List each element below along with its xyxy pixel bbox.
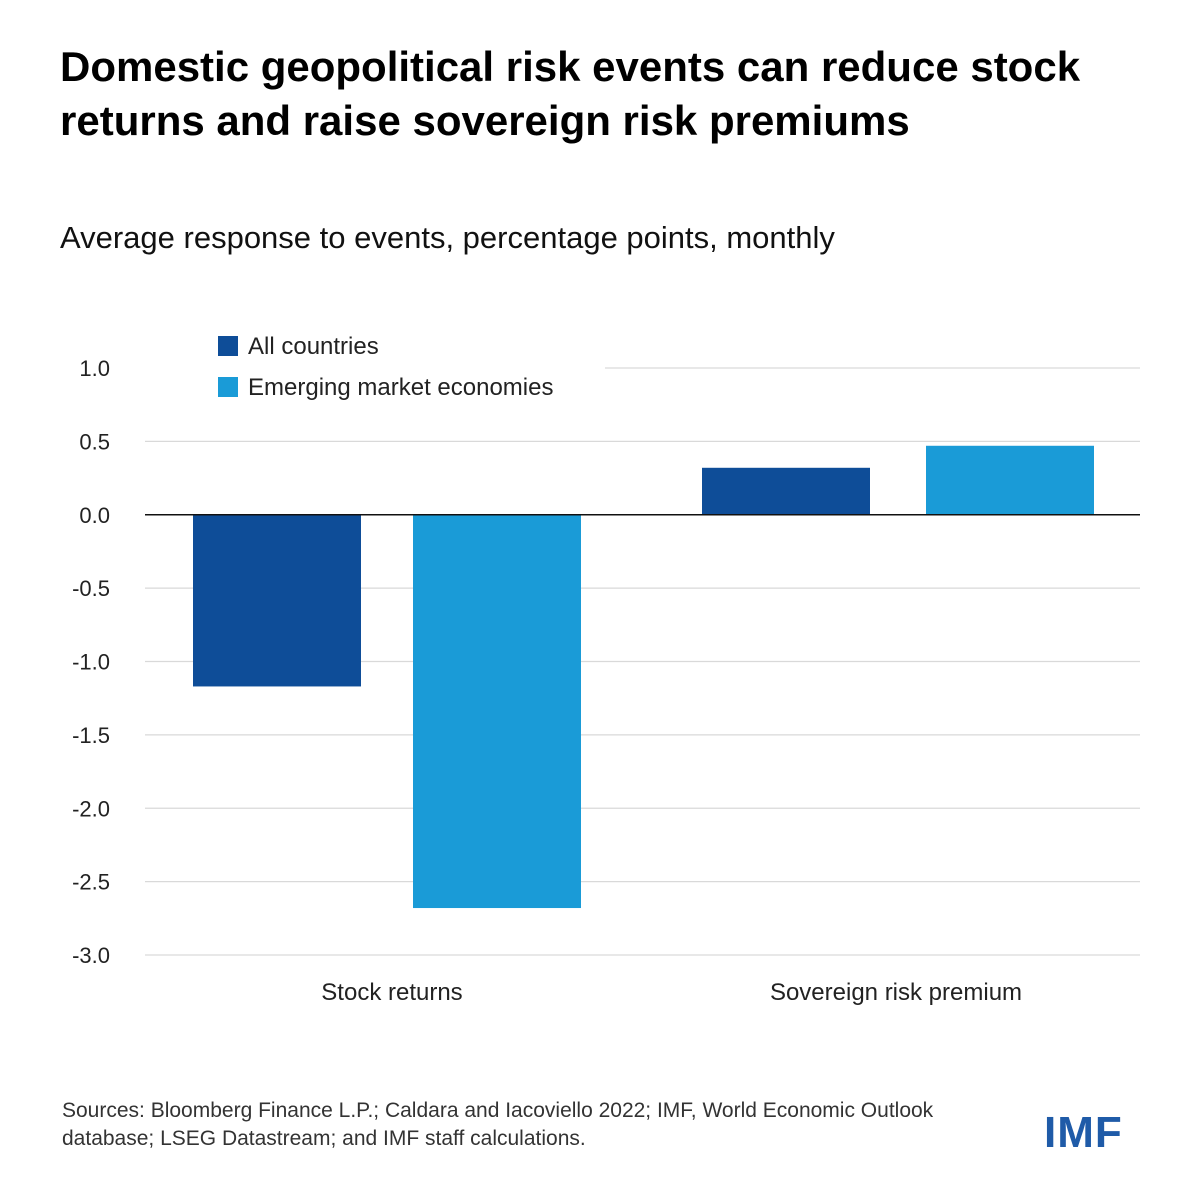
source-note: Sources: Bloomberg Finance L.P.; Caldara… — [62, 1099, 934, 1150]
y-tick-label: 1.0 — [79, 356, 110, 381]
y-tick-label: -1.0 — [72, 650, 110, 675]
x-axis-categories: Stock returns Sovereign risk premium — [321, 979, 1022, 1006]
y-axis-ticks: 1.0 0.5 0.0 -0.5 -1.0 -1.5 -2.0 -2.5 -3.0 — [72, 356, 110, 968]
y-tick-label: -3.0 — [72, 943, 110, 968]
chart-subtitle: Average response to events, percentage p… — [60, 220, 835, 255]
legend-label: All countries — [248, 333, 379, 360]
x-category-label: Sovereign risk premium — [770, 979, 1022, 1006]
legend-label: Emerging market economies — [248, 374, 553, 401]
bar-all-countries-stock-returns — [193, 514, 361, 687]
y-tick-label: 0.0 — [79, 503, 110, 528]
legend-swatch — [218, 336, 238, 356]
y-tick-label: -2.0 — [72, 796, 110, 821]
bar-emerging-markets-stock-returns — [413, 514, 581, 909]
y-tick-label: -1.5 — [72, 723, 110, 748]
legend: All countries Emerging market economies — [218, 333, 553, 401]
bars — [193, 445, 1094, 909]
x-category-label: Stock returns — [321, 979, 462, 1006]
chart-title: Domestic geopolitical risk events can re… — [60, 43, 1081, 144]
bar-all-countries-sovereign-risk-premium — [702, 467, 870, 515]
y-tick-label: 0.5 — [79, 429, 110, 454]
legend-swatch — [218, 377, 238, 397]
y-tick-label: -0.5 — [72, 576, 110, 601]
imf-logo: IMF — [1044, 1108, 1123, 1157]
y-tick-label: -2.5 — [72, 870, 110, 895]
bar-emerging-markets-sovereign-risk-premium — [926, 445, 1094, 515]
